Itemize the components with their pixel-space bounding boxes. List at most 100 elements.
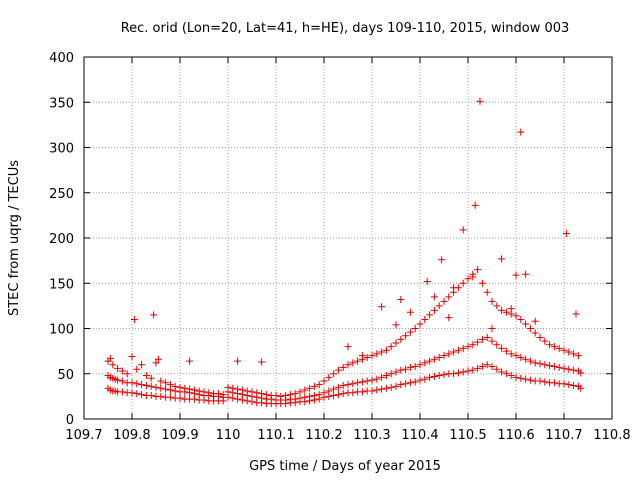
data-point [219,391,227,399]
data-point [130,315,138,323]
data-point [536,334,544,342]
y-tick-label: 250 [49,187,74,202]
data-point [157,392,165,400]
data-point [483,288,491,296]
data-point [186,385,194,393]
data-point [531,317,539,325]
data-point [526,376,534,384]
data-point [474,338,482,346]
data-point [166,393,174,401]
x-axis-label: GPS time / Days of year 2015 [249,459,441,474]
data-point [171,382,179,390]
data-point [162,379,170,387]
data-point [469,366,477,374]
data-point [517,128,525,136]
data-point [330,385,338,393]
data-point [286,391,294,399]
data-point [339,390,347,398]
data-point [147,374,155,382]
y-tick-label: 350 [49,96,74,111]
data-point [450,284,458,292]
data-point [397,366,405,374]
data-point [430,306,438,314]
data-point [354,379,362,387]
data-point [358,388,366,396]
data-point [243,387,251,395]
data-point [387,343,395,351]
data-point [378,385,386,393]
data-point [498,255,506,263]
data-point [526,325,534,332]
data-point [238,386,246,394]
data-point [349,389,357,397]
y-axis-label: STEC from uqrg / TECUs [7,160,22,316]
data-point [541,361,549,369]
data-point [426,311,434,319]
data-point [406,363,414,371]
data-point [373,375,381,383]
data-point [392,321,400,329]
data-point [570,366,578,374]
data-point [546,341,554,349]
data-point [577,384,585,392]
data-point [128,389,136,397]
data-point [502,308,510,316]
data-point [406,308,414,316]
data-point [147,391,155,399]
data-point [392,368,400,376]
data-point [541,378,549,386]
data-point [411,325,419,332]
data-point [445,293,453,301]
data-point [555,363,563,371]
data-point [368,376,376,384]
data-points [104,97,585,408]
data-point [430,372,438,380]
data-point [152,359,160,367]
data-point [464,275,472,283]
data-point [507,372,515,380]
x-tick-label: 110.1 [257,428,294,443]
data-point [358,378,366,386]
data-point [565,365,573,373]
data-point [498,306,506,314]
data-point [562,229,570,237]
data-point [546,362,554,370]
data-point [378,373,386,381]
data-point [354,357,362,365]
data-point [234,357,242,365]
data-point [426,357,434,365]
data-point [152,383,160,391]
data-point [363,353,371,361]
data-point [320,389,328,397]
data-point [378,348,386,356]
data-point [498,344,506,352]
data-point [301,386,309,394]
data-point [248,388,256,396]
data-point [502,370,510,378]
data-point [205,389,213,397]
data-point [133,365,141,373]
data-point [483,361,491,369]
data-point [368,387,376,395]
data-point [565,348,573,356]
data-point [195,387,203,395]
data-point [166,381,174,389]
y-tick-label: 400 [49,51,74,66]
data-point [387,383,395,391]
data-point [363,377,371,385]
data-point [572,310,580,318]
data-point [493,341,501,349]
data-point [330,370,338,378]
data-point [478,335,486,343]
data-point [454,346,462,354]
x-tick-label: 110.5 [449,428,486,443]
data-point [478,279,486,287]
data-point [258,358,266,366]
data-point [224,383,232,391]
y-tick-label: 50 [57,368,74,383]
data-point [522,320,530,328]
data-point [522,270,530,278]
data-point [502,347,510,355]
data-point [138,391,146,399]
data-point [291,390,299,398]
